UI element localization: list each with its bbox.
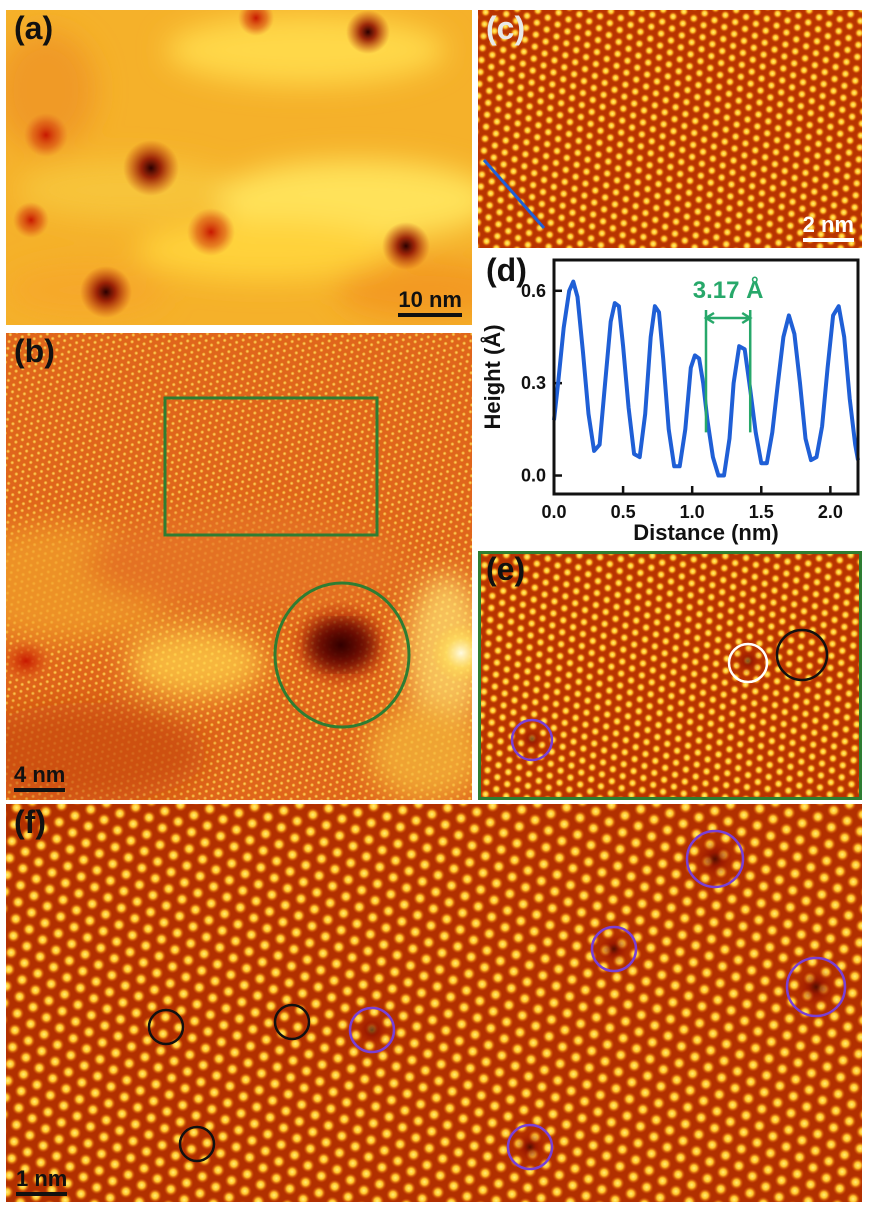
stm-image-c <box>478 10 862 248</box>
defect-marker-black <box>178 1125 216 1163</box>
panel-label-e: (e) <box>486 551 526 587</box>
stm-image-e <box>478 551 862 800</box>
defect-marker-purple <box>348 1006 396 1054</box>
spacing-annotation-label: 3.17 Å <box>693 276 764 304</box>
x-tick-label: 0.5 <box>611 502 636 522</box>
panel-label-a: (a) <box>14 10 54 46</box>
defect-marker-black <box>147 1008 185 1046</box>
defect-marker-purple <box>685 829 745 889</box>
panel-b: (b) 4 nm <box>6 333 472 800</box>
scale-bar-label-a: 10 nm <box>398 287 462 312</box>
x-tick-label: 0.0 <box>541 502 566 522</box>
scale-bar-line-a <box>398 313 462 317</box>
panel-label-c: (c) <box>486 10 526 46</box>
plot-frame <box>552 258 860 496</box>
defect-marker-purple <box>785 956 847 1018</box>
panel-label-b: (b) <box>14 333 55 369</box>
profile-line <box>482 159 546 229</box>
panel-e: (e) <box>478 551 862 800</box>
stm-image-f <box>6 804 862 1202</box>
y-tick-label: 0.6 <box>521 281 546 301</box>
scale-bar-b: 4 nm <box>14 762 66 792</box>
scale-bar-label-b: 4 nm <box>14 762 66 787</box>
panel-e-frame <box>478 551 862 800</box>
panel-a: (a) 10 nm <box>6 10 472 325</box>
scale-bar-label-c: 2 nm <box>802 212 854 237</box>
scale-bar-c: 2 nm <box>802 212 854 242</box>
defect-marker-purple <box>506 1123 554 1171</box>
x-tick-label: 2.0 <box>818 502 843 522</box>
spacing-annotation: 3.17 Å <box>693 276 764 433</box>
panel-f: (f) 1 nm <box>6 804 862 1202</box>
scale-bar-a: 10 nm <box>398 289 462 317</box>
stm-image-b <box>6 333 472 800</box>
scale-bar-line-b <box>14 788 66 792</box>
chart-ticks: 0.0 0.5 1.0 1.5 2.0 0.0 0.3 0.6 <box>521 281 843 522</box>
x-tick-label: 1.0 <box>680 502 705 522</box>
defect-marker-black <box>273 1003 311 1041</box>
y-axis-label: Height (Å) <box>479 324 505 429</box>
height-profile-series <box>552 279 860 478</box>
zoom-region-box <box>163 396 379 537</box>
defect-marker-purple <box>510 718 554 762</box>
panel-c: (c) 2 nm <box>478 10 862 248</box>
defect-marker-black <box>775 628 829 682</box>
scale-bar-line-c <box>802 238 854 242</box>
y-tick-label: 0.3 <box>521 373 546 393</box>
scale-bar-f: 1 nm <box>16 1166 68 1196</box>
panel-label-d: (d) <box>486 252 527 288</box>
x-axis-label: Distance (nm) <box>633 520 778 545</box>
height-profile-chart: 0.0 0.5 1.0 1.5 2.0 0.0 0.3 0.6 3.17 Å Distance… <box>479 258 860 545</box>
stm-image-a <box>6 10 472 325</box>
defect-marker-white <box>727 642 769 684</box>
scale-bar-label-f: 1 nm <box>16 1166 68 1191</box>
defect-circle <box>273 581 411 729</box>
spacing-arrow <box>703 311 753 325</box>
scale-bar-line-f <box>16 1192 68 1196</box>
panel-label-f: (f) <box>14 804 46 840</box>
defect-marker-purple <box>590 925 638 973</box>
y-tick-label: 0.0 <box>521 466 546 486</box>
panel-d: 0.0 0.5 1.0 1.5 2.0 0.0 0.3 0.6 3.17 Å Distance… <box>478 252 870 550</box>
x-tick-label: 1.5 <box>749 502 774 522</box>
